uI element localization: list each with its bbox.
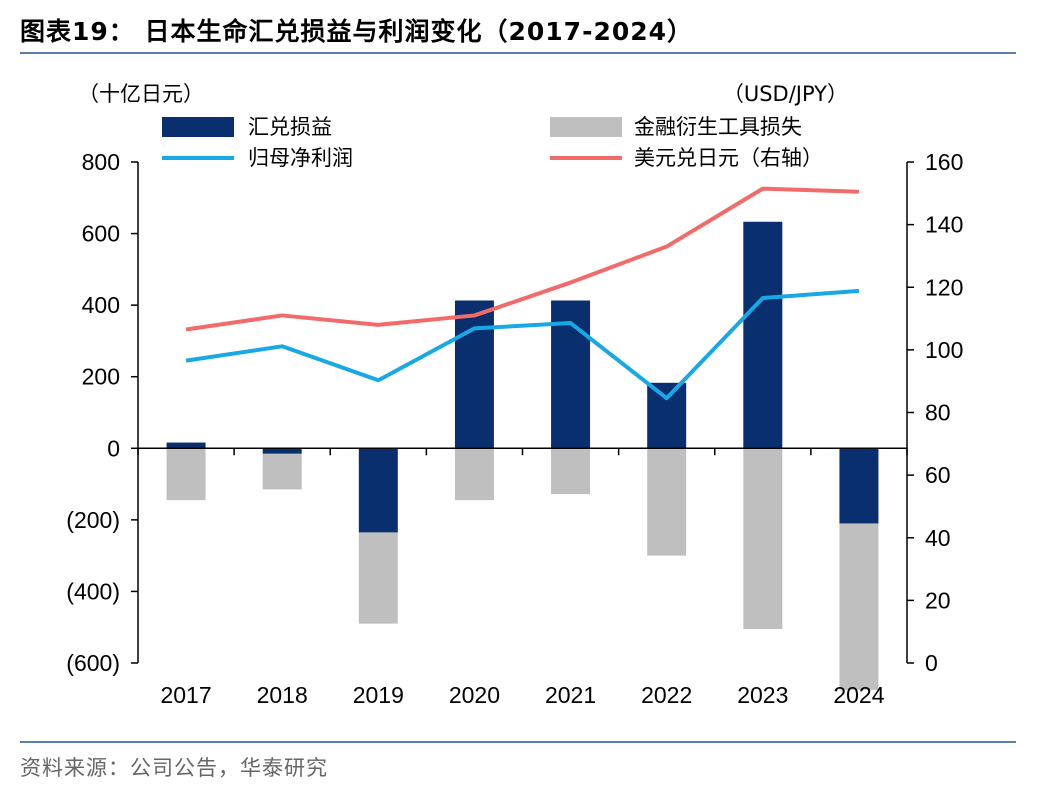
legend: 汇兑损益 金融衍生工具损失 归母净利润 美元兑日元（右轴）	[162, 115, 823, 170]
left-axis-label: （十亿日元）	[78, 82, 204, 106]
left-tick-label: 800	[82, 149, 120, 175]
bar-fx-2023	[743, 221, 783, 449]
source-rule	[20, 741, 1016, 743]
line-net-profit	[185, 288, 860, 401]
legend-label-usdjpy: 美元兑日元（右轴）	[634, 146, 823, 170]
right-tick-label: 120	[925, 274, 963, 300]
bar-fx-2020	[454, 300, 494, 449]
bar-deriv-2022	[647, 448, 687, 556]
right-tick-label: 140	[925, 212, 963, 238]
left-tick-label: (200)	[66, 507, 120, 533]
legend-label-deriv: 金融衍生工具损失	[634, 115, 802, 139]
legend-label-profit: 归母净利润	[248, 146, 353, 170]
x-tick-label: 2021	[545, 682, 596, 708]
right-tick-label: 80	[925, 400, 951, 426]
bar-fx-2019	[358, 448, 398, 533]
x-tick-label: 2017	[160, 682, 211, 708]
x-tick-label: 2023	[737, 682, 788, 708]
line-usdjpy	[185, 186, 860, 332]
bar-fx-2018	[262, 448, 302, 454]
right-tick-label: 160	[925, 149, 963, 175]
x-tick-label: 2024	[833, 682, 884, 708]
x-tick-label: 2020	[449, 682, 500, 708]
bar-deriv-2024	[839, 523, 879, 690]
bar-fx-2024	[839, 448, 879, 524]
bar-fx-2022	[647, 382, 687, 449]
source-note: 资料来源：公司公告，华泰研究	[20, 756, 328, 780]
left-tick-label: 400	[82, 292, 120, 318]
title-rule	[20, 52, 1016, 54]
right-tick-label: 20	[925, 587, 951, 613]
legend-swatch-fx	[162, 117, 234, 137]
bar-fx-2017	[166, 442, 206, 449]
left-tick-label: (400)	[66, 578, 120, 604]
left-tick-label: 600	[82, 221, 120, 247]
x-tick-label: 2018	[257, 682, 308, 708]
right-tick-label: 60	[925, 462, 951, 488]
right-axis-label: （USD/JPY）	[723, 82, 848, 106]
bar-deriv-2018	[262, 453, 302, 490]
right-tick-label: 0	[925, 650, 938, 676]
right-tick-label: 100	[925, 337, 963, 363]
bar-deriv-2020	[454, 448, 494, 501]
legend-label-fx: 汇兑损益	[248, 115, 332, 139]
plot-area: 8006004002000(200)(400)(600)160140120100…	[66, 149, 963, 708]
bar-deriv-2019	[358, 532, 398, 624]
bar-deriv-2021	[551, 448, 591, 495]
x-tick-label: 2019	[353, 682, 404, 708]
figure-title: 图表19： 日本生命汇兑损益与利润变化（2017-2024）	[20, 17, 694, 46]
right-tick-label: 40	[925, 525, 951, 551]
bar-deriv-2017	[166, 448, 206, 501]
bar-deriv-2023	[743, 448, 783, 630]
left-tick-label: 0	[107, 435, 120, 461]
left-tick-label: 200	[82, 364, 120, 390]
left-tick-label: (600)	[66, 650, 120, 676]
x-tick-label: 2022	[641, 682, 692, 708]
legend-swatch-deriv	[550, 117, 622, 137]
